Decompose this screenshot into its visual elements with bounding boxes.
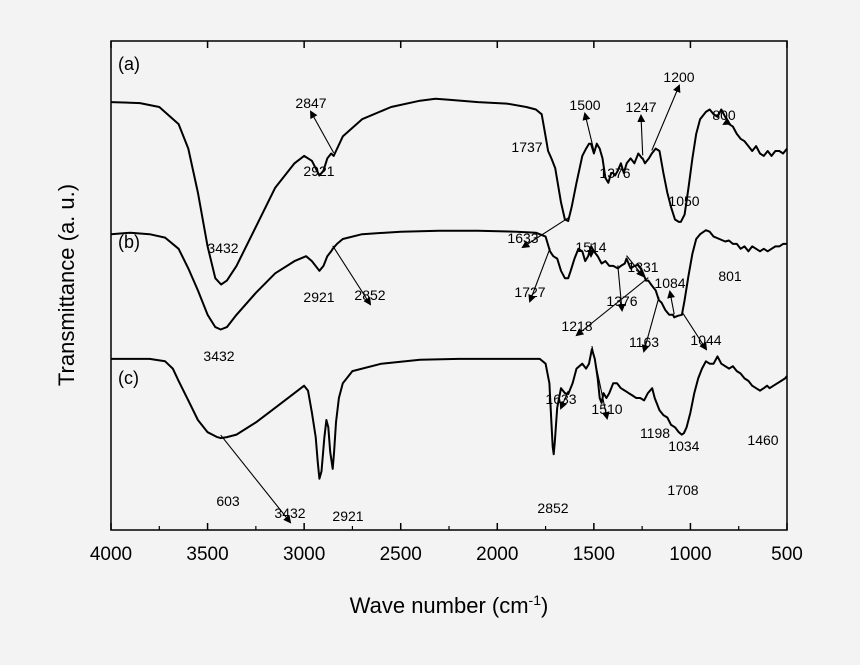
peak-annotation: 1727 (514, 284, 545, 300)
peak-annotation: 1500 (569, 97, 600, 113)
peak-annotation: 1737 (511, 139, 542, 155)
peak-annotation: 2921 (332, 508, 363, 524)
series-line (111, 99, 787, 285)
peak-annotation: 801 (718, 268, 742, 284)
peak-annotation: 1514 (575, 239, 606, 255)
x-tick-label: 4000 (90, 544, 132, 565)
series-label: (a) (118, 54, 140, 74)
peak-annotation: 1376 (599, 165, 630, 181)
annotation-arrow (652, 86, 679, 150)
annotation-arrow (585, 114, 594, 150)
x-axis-title: Wave number (cm-1) (350, 592, 549, 618)
peak-annotation: 2921 (303, 163, 334, 179)
series-label: (b) (118, 232, 140, 252)
peak-annotation: 2921 (303, 289, 334, 305)
peak-annotation: 1044 (690, 332, 721, 348)
x-tick-label: 3000 (283, 544, 325, 565)
series-layer: (a) (b) (c) (111, 54, 787, 479)
peak-annotation: 1460 (747, 432, 778, 448)
series-label: (c) (118, 368, 139, 388)
peak-annotation: 1376 (606, 293, 637, 309)
x-axis-title-close: ) (541, 593, 548, 618)
peak-annotation: 1198 (640, 425, 670, 441)
series-line (111, 349, 787, 479)
x-tick-label: 3500 (186, 544, 228, 565)
peak-annotation: 1050 (668, 193, 699, 209)
peak-annotation: 1633 (545, 391, 576, 407)
x-axis-title-sup: -1 (529, 592, 542, 608)
peak-annotation: 3432 (203, 348, 234, 364)
peak-annotation: 1218 (561, 318, 592, 334)
peak-annotation: 1200 (663, 69, 694, 85)
x-axis-title-main: Wave number (cm (350, 593, 529, 618)
x-tick-label: 500 (771, 544, 803, 565)
peak-annotation: 1708 (667, 482, 698, 498)
peak-annotation: 800 (712, 107, 736, 123)
peak-annotation: 2852 (354, 287, 385, 303)
peak-annotation: 2852 (537, 500, 568, 516)
x-tick-label: 1500 (573, 544, 615, 565)
peak-annotation: 3432 (207, 240, 238, 256)
annotation-arrow (641, 116, 643, 155)
peak-annotation: 1331 (627, 259, 658, 275)
peak-annotation: 1633 (507, 230, 538, 246)
peak-annotation: 1034 (668, 438, 699, 454)
x-tick-label: 1000 (669, 544, 711, 565)
x-tick-label: 2000 (476, 544, 518, 565)
plot-frame (111, 41, 787, 530)
peak-annotation: 2847 (295, 95, 326, 111)
peak-annotation: 3432 (274, 505, 305, 521)
annotation-arrow (311, 112, 334, 153)
annotation-layer: 2847 2921 3432 1737 1500 1376 1247 1200 800 1050 1… (203, 69, 778, 524)
peak-annotation: 1163 (629, 334, 659, 350)
peak-annotation: 1510 (591, 401, 622, 417)
peak-annotation: 603 (216, 493, 240, 509)
peak-annotation: 1247 (625, 99, 656, 115)
x-tick-label: 2500 (380, 544, 422, 565)
y-axis-title: Transmittance (a. u.) (54, 184, 79, 386)
annotation-arrow (670, 292, 674, 314)
peak-annotation: 1084 (654, 275, 685, 291)
